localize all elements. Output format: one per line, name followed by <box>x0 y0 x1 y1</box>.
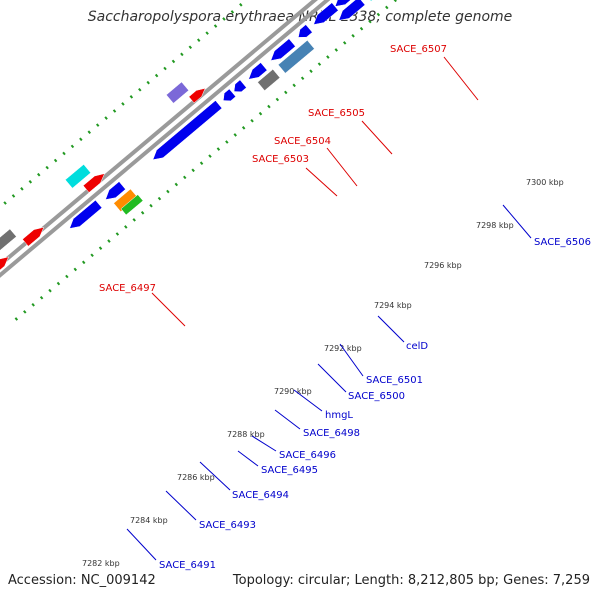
scale-tick-label: 7282 kbp <box>82 559 120 568</box>
tick-dots-layer <box>0 0 399 321</box>
gene-feature-red[interactable] <box>22 226 45 247</box>
label-leader-line <box>339 343 364 377</box>
gene-label-reverse[interactable]: SACE_6496 <box>279 450 336 461</box>
gene-feature-blue[interactable] <box>248 62 268 80</box>
gene-label-reverse[interactable]: SACE_6500 <box>348 391 405 402</box>
topology-summary: Topology: circular; Length: 8,212,805 bp… <box>232 573 590 588</box>
gene-feature-blue[interactable] <box>233 79 247 93</box>
gene-feature-gray[interactable] <box>257 68 281 91</box>
label-leader-line <box>317 363 347 393</box>
gene-feature-blue[interactable] <box>223 88 237 102</box>
gene-feature-blue[interactable] <box>297 24 313 38</box>
label-leader-line <box>251 435 277 452</box>
scale-tick-label: 7288 kbp <box>227 430 265 439</box>
gene-label-forward[interactable]: SACE_6505 <box>308 108 365 119</box>
accession-text: Accession: NC_009142 <box>8 573 156 588</box>
gene-feature-blue[interactable] <box>338 0 366 21</box>
label-leader-line <box>502 204 532 239</box>
gene-feature-cyan[interactable] <box>64 164 92 189</box>
label-leader-line <box>305 167 338 197</box>
label-leader-line <box>326 147 358 187</box>
gene-label-forward[interactable]: SACE_6503 <box>252 154 309 165</box>
gene-feature-blue[interactable] <box>313 2 339 25</box>
gene-label-reverse[interactable]: SACE_6498 <box>303 428 360 439</box>
gene-label-reverse[interactable]: hmgL <box>325 410 353 421</box>
label-leader-line <box>199 461 231 491</box>
label-leader-line <box>377 315 405 343</box>
gene-label-forward[interactable]: SACE_6507 <box>390 44 447 55</box>
scale-tick-label: 7294 kbp <box>374 301 412 310</box>
gene-feature-purple[interactable] <box>165 81 190 104</box>
gene-label-forward[interactable]: SACE_6504 <box>274 136 331 147</box>
gene-label-reverse[interactable]: SACE_6494 <box>232 490 289 501</box>
scale-tick-label: 7286 kbp <box>177 473 215 482</box>
gene-feature-blue[interactable] <box>270 38 296 61</box>
label-leader-line <box>126 528 157 561</box>
scale-tick-label: 7284 kbp <box>130 516 168 525</box>
gene-feature-steelblue[interactable] <box>277 39 315 74</box>
label-leader-line <box>165 490 197 521</box>
label-leader-line <box>293 389 323 412</box>
label-leader-line <box>237 450 259 467</box>
gene-label-reverse[interactable]: celD <box>406 341 428 352</box>
scale-tick-label: 7290 kbp <box>274 387 312 396</box>
tick-guide-line <box>14 0 399 321</box>
label-leader-line <box>443 56 479 101</box>
scale-ticks-layer: 7282 kbp 7284 kbp 7286 kbp 7288 kbp 7290 kbp… <box>82 178 564 568</box>
gene-feature-red[interactable] <box>188 87 206 104</box>
gene-feature-blue[interactable] <box>105 181 126 200</box>
label-leader-line <box>274 409 301 430</box>
gene-feature-green[interactable] <box>120 194 144 216</box>
scale-tick-label: 7300 kbp <box>526 178 564 187</box>
genes-layer[interactable] <box>0 0 588 276</box>
genome-backbone-line <box>0 0 331 278</box>
gene-feature-gray[interactable] <box>0 228 17 251</box>
gene-label-reverse[interactable]: SACE_6501 <box>366 375 423 386</box>
gene-feature-cyan[interactable] <box>364 0 417 2</box>
scale-tick-label: 7296 kbp <box>424 261 462 270</box>
gene-label-reverse[interactable]: SACE_6493 <box>199 520 256 531</box>
gene-feature-blue[interactable] <box>334 0 364 7</box>
gene-feature-red[interactable] <box>82 173 105 193</box>
gene-label-reverse[interactable]: SACE_6506 <box>534 237 591 248</box>
gene-label-reverse[interactable]: SACE_6491 <box>159 560 216 571</box>
gene-feature-red[interactable] <box>0 256 10 277</box>
label-leader-line <box>151 292 186 327</box>
label-leader-line <box>361 120 393 155</box>
gene-label-forward[interactable]: SACE_6497 <box>99 283 156 294</box>
gene-feature-blue[interactable] <box>69 199 103 229</box>
gene-labels-layer[interactable]: SACE_6507 SACE_6505 SACE_6504 SACE_6503 SACE… <box>99 44 591 571</box>
genome-title: Saccharopolyspora erythraea NRRL 2338, c… <box>87 9 513 25</box>
gene-feature-blue[interactable] <box>152 100 223 161</box>
scale-tick-label: 7298 kbp <box>476 221 514 230</box>
gene-label-reverse[interactable]: SACE_6495 <box>261 465 318 476</box>
